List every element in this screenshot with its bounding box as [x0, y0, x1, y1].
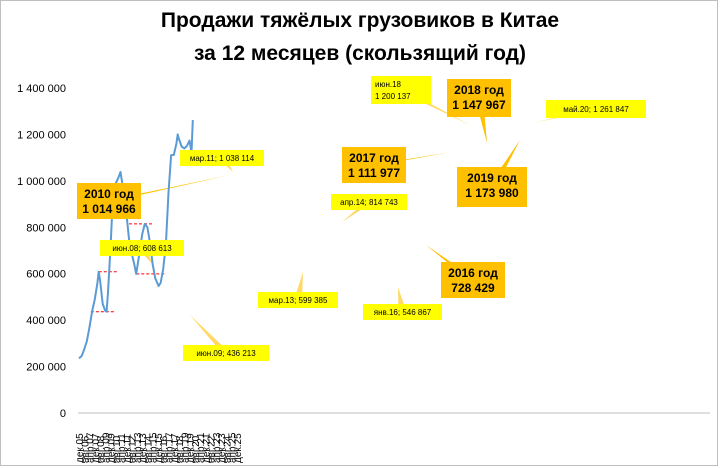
callout-value: 1 111 977 [348, 166, 400, 180]
callout-box [546, 100, 646, 118]
x-tick-label: авг.24 [222, 435, 233, 463]
callout-box [180, 150, 264, 166]
callouts-layer: июн.08; 608 613 июн.09; 436 213 мар.11; 1 … [77, 76, 646, 361]
callout-value: 1 200 137 [375, 92, 411, 101]
x-tick-label: авг.20 [191, 435, 202, 463]
chart-title-line-1: Продажи тяжёлых грузовиков в Китае [160, 9, 560, 32]
callout-title: 2016 год [448, 266, 498, 280]
callout-label: июн.18 [375, 80, 402, 89]
y-tick-label: 200 000 [26, 362, 66, 374]
callout-box [457, 167, 527, 207]
x-tick-label: апр.23 [212, 432, 223, 463]
callout-label: мар.13; 599 385 [269, 296, 328, 305]
callout-label: май.20; 1 261 847 [563, 105, 629, 114]
x-tick-label: апр.09 [101, 432, 112, 463]
chart-axes: 0 200 000 400 000 600 000 800 000 1 000 000 1 … [17, 83, 710, 463]
y-tick-label: 400 000 [26, 315, 66, 327]
x-tick-label: авг.08 [96, 435, 107, 463]
callout-box [441, 262, 505, 298]
y-tick-label: 600 000 [26, 269, 66, 281]
x-tick-label: авг.14 [143, 435, 154, 463]
x-tick-label: апр.21 [196, 432, 207, 463]
y-tick-label: 1 000 000 [17, 176, 66, 188]
x-tick-label: дек.19 [186, 433, 197, 463]
x-tick-label: дек.23 [217, 433, 228, 463]
x-tick-label: апр.15 [149, 432, 160, 463]
callout-box [100, 240, 184, 256]
callout-title: 2019 год [467, 171, 517, 185]
x-tick-label: апр.11 [117, 433, 128, 463]
reference-lines [90, 223, 166, 313]
callout-box [331, 194, 407, 210]
x-tick-label: авг.12 [128, 435, 139, 463]
x-tick-label: дек.15 [154, 433, 165, 463]
callout-box [183, 345, 269, 361]
series-line [78, 120, 194, 360]
callout-label: янв.16; 546 867 [374, 308, 432, 317]
callout-value: 1 147 967 [452, 98, 506, 112]
y-tick-label: 1 400 000 [17, 83, 66, 95]
x-tick-label: авг.06 [80, 435, 91, 463]
callout-pointer [190, 315, 230, 353]
x-tick-label: дек.09 [107, 433, 118, 463]
x-tick-label: апр.17 [164, 432, 175, 463]
callout-value: 1 173 980 [465, 186, 519, 200]
x-tick-label: дек.25 [233, 433, 244, 463]
callout-value: 1 014 966 [82, 202, 136, 216]
y-tick-label: 800 000 [26, 222, 66, 234]
callout-box [371, 76, 431, 104]
x-tick-label: дек.13 [138, 433, 149, 463]
callout-title: 2018 год [454, 83, 504, 97]
x-tick-label: апр.07 [86, 432, 97, 463]
x-tick-label: дек.07 [91, 433, 102, 463]
chart-title-line-2: за 12 месяцев (скользящий год) [194, 42, 526, 65]
callout-label: апр.14; 814 743 [340, 198, 398, 207]
callout-label: июн.08; 608 613 [112, 244, 172, 253]
callout-box [77, 183, 141, 219]
callout-box [447, 79, 511, 117]
x-tick-label: апр.13 [133, 432, 144, 463]
callout-label: мар.11; 1 038 114 [190, 154, 255, 163]
callout-title: 2010 год [84, 187, 134, 201]
series-layer [78, 120, 194, 360]
x-tick-label: дек.11 [122, 434, 133, 463]
x-tick-label: авг.10 [112, 435, 123, 463]
callout-box [363, 304, 442, 320]
x-tick-label: дек.05 [75, 433, 86, 463]
x-tick-label: авг.18 [175, 435, 186, 463]
x-tick-label: авг.22 [207, 435, 218, 463]
y-tick-label: 0 [60, 408, 66, 420]
callout-label: июн.09; 436 213 [196, 349, 256, 358]
x-tick-label: апр.25 [228, 432, 239, 463]
x-tick-label: апр.19 [180, 432, 191, 463]
callout-connectors [105, 90, 600, 353]
callout-box [342, 147, 406, 183]
x-tick-label: дек.17 [170, 433, 181, 463]
x-tick-label: авг.16 [159, 435, 170, 463]
x-tick-label: дек.21 [201, 433, 212, 463]
y-tick-label: 1 200 000 [17, 129, 66, 141]
callout-title: 2017 год [349, 151, 399, 165]
callout-box [258, 292, 338, 308]
callout-value: 728 429 [451, 281, 495, 295]
